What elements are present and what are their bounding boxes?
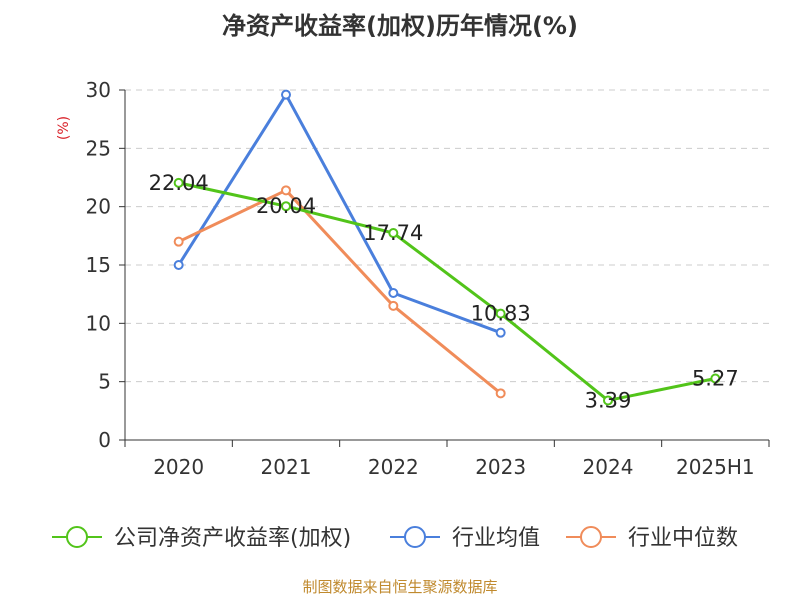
x-tick-label: 2025H1 [676, 455, 755, 479]
legend: 公司净资产收益率(加权) 行业均值 行业中位数 [52, 526, 738, 551]
series-line [177, 93, 502, 335]
data-labels: 22.04 20.04 17.74 10.83 3.39 5.27 [149, 171, 739, 413]
data-label: 5.27 [692, 367, 739, 391]
data-point [281, 185, 291, 196]
data-point [495, 327, 506, 338]
x-tick-label: 2024 [583, 455, 634, 479]
series-2 [173, 185, 506, 399]
data-point [603, 395, 613, 406]
y-tick-label: 15 [86, 253, 111, 277]
series-line [178, 181, 716, 402]
series-0 [173, 177, 721, 406]
y-tick-label: 10 [86, 311, 111, 335]
x-axis-ticks: 2020 2021 2022 2023 2024 2025H1 [124, 440, 770, 479]
y-tick-label: 20 [86, 195, 111, 219]
y-axis-label: (%) [56, 116, 72, 140]
legend-item: 行业中位数 [566, 526, 738, 551]
y-tick-label: 30 [86, 78, 111, 102]
data-point [495, 308, 506, 319]
data-label: 22.04 [149, 171, 209, 195]
x-tick-label: 2022 [368, 455, 419, 479]
data-point [173, 236, 184, 247]
data-point [173, 260, 184, 270]
legend-label: 行业中位数 [628, 526, 738, 551]
data-point [281, 201, 291, 212]
legend-item: 公司净资产收益率(加权) [52, 526, 351, 551]
data-point [388, 288, 399, 298]
series-line [178, 188, 502, 395]
chart-title: 净资产收益率(加权)历年情况(%) [222, 12, 578, 40]
series-1 [173, 89, 506, 338]
data-point [173, 177, 184, 188]
x-tick-label: 2020 [153, 455, 204, 479]
source-note: 制图数据来自恒生聚源数据库 [302, 578, 497, 596]
series-layer [173, 89, 721, 406]
grid-lines [125, 89, 769, 383]
data-label: 10.83 [471, 302, 531, 326]
x-tick-label: 2023 [475, 455, 526, 479]
legend-label: 行业均值 [452, 526, 540, 551]
y-tick-label: 25 [86, 136, 111, 160]
data-label: 17.74 [363, 221, 423, 245]
data-point [710, 373, 721, 384]
data-point [495, 388, 506, 399]
y-axis-ticks: 0 5 10 15 20 25 30 [86, 78, 125, 452]
data-label: 3.39 [585, 388, 632, 412]
data-point [281, 89, 291, 100]
x-tick-label: 2021 [261, 455, 312, 479]
y-tick-label: 0 [98, 428, 111, 452]
data-point [388, 300, 399, 311]
data-point [388, 228, 399, 239]
legend-label: 公司净资产收益率(加权) [114, 526, 351, 551]
legend-item: 行业均值 [390, 526, 540, 551]
y-tick-label: 5 [98, 370, 111, 394]
legend-marker [580, 526, 602, 548]
data-label: 20.04 [256, 194, 316, 218]
legend-marker [66, 526, 88, 548]
legend-marker [404, 526, 426, 548]
